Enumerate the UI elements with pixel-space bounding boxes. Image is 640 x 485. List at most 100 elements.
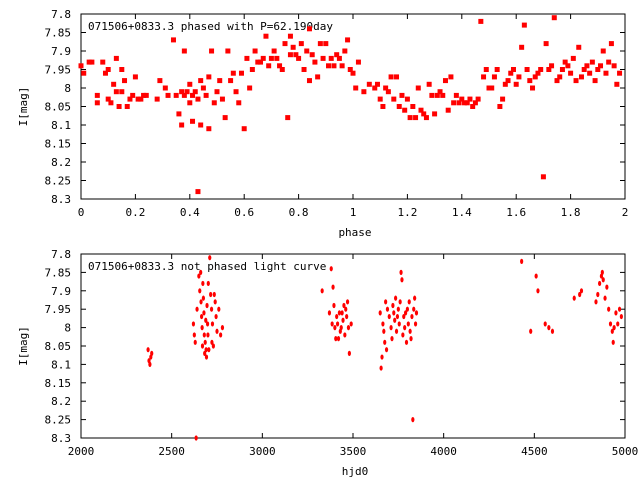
data-point xyxy=(334,336,338,342)
data-point xyxy=(382,328,386,334)
data-point xyxy=(331,63,337,69)
data-point xyxy=(502,81,508,87)
data-point xyxy=(409,336,413,342)
data-point xyxy=(204,317,208,323)
data-point xyxy=(317,41,323,47)
data-point xyxy=(143,92,149,98)
data-point xyxy=(326,63,332,69)
data-point xyxy=(260,55,266,61)
data-point xyxy=(179,122,185,128)
y-tick-label: 8.2 xyxy=(51,156,71,169)
data-point xyxy=(165,92,171,98)
data-point xyxy=(500,96,506,102)
data-point xyxy=(138,96,144,102)
chart-title: 071506+0833.3 not phased light curve xyxy=(88,260,326,273)
data-point xyxy=(337,310,341,316)
y-tick-label: 7.8 xyxy=(51,8,71,21)
data-point xyxy=(203,92,209,98)
data-point xyxy=(395,313,400,320)
data-point xyxy=(434,92,440,98)
data-point xyxy=(122,78,128,84)
data-point xyxy=(212,291,216,298)
y-tick-label: 7.95 xyxy=(45,64,72,77)
data-point xyxy=(393,317,397,323)
data-point xyxy=(333,325,337,331)
data-point xyxy=(296,55,302,61)
data-point xyxy=(565,63,571,69)
data-point xyxy=(384,299,388,305)
data-point xyxy=(202,310,206,316)
data-point xyxy=(383,339,387,345)
data-point xyxy=(426,81,432,87)
chart-title: 071506+0833.3 phased with P=62.190day xyxy=(88,20,333,33)
data-point xyxy=(440,92,446,98)
data-point xyxy=(403,325,407,331)
data-point xyxy=(603,70,609,76)
data-point xyxy=(340,310,344,316)
data-point xyxy=(309,52,315,58)
data-point xyxy=(198,78,204,84)
data-point xyxy=(406,321,410,327)
data-point xyxy=(119,89,125,95)
data-point xyxy=(411,417,415,423)
data-point xyxy=(345,313,349,320)
data-point xyxy=(332,302,336,309)
data-point xyxy=(347,67,353,72)
data-points xyxy=(146,255,623,441)
data-point xyxy=(413,321,418,327)
data-point xyxy=(236,100,242,106)
x-tick-label: 0 xyxy=(78,206,85,219)
plot-frame xyxy=(80,253,626,439)
data-point xyxy=(600,48,606,54)
data-point xyxy=(345,37,351,43)
data-point xyxy=(301,67,307,72)
data-point xyxy=(366,81,372,87)
y-tick-label: 7.8 xyxy=(51,248,71,261)
data-point xyxy=(612,325,616,331)
x-tick-label: 4500 xyxy=(521,445,548,458)
x-tick-label: 0.2 xyxy=(125,206,145,219)
x-tick-label: 3500 xyxy=(340,445,367,458)
x-tick-label: 4000 xyxy=(430,445,457,458)
data-point xyxy=(298,41,304,47)
data-point xyxy=(415,85,421,91)
data-point xyxy=(535,70,541,76)
data-point xyxy=(266,63,272,69)
data-point xyxy=(105,96,111,102)
data-point xyxy=(192,89,198,95)
data-point xyxy=(350,70,356,76)
data-point xyxy=(339,63,345,69)
data-point xyxy=(584,63,590,69)
x-tick-label: 1.4 xyxy=(452,206,472,219)
data-point xyxy=(587,70,593,76)
data-point xyxy=(198,122,204,128)
data-point xyxy=(312,59,318,65)
data-point xyxy=(385,306,390,312)
data-point xyxy=(516,74,522,80)
data-point xyxy=(258,59,264,65)
data-point xyxy=(462,100,468,106)
data-point xyxy=(536,288,540,294)
data-point xyxy=(400,277,404,283)
data-point xyxy=(486,85,492,91)
data-point xyxy=(404,96,410,102)
data-point xyxy=(603,295,607,301)
data-point xyxy=(384,347,389,353)
data-point xyxy=(252,48,258,54)
data-point xyxy=(108,100,114,106)
data-point xyxy=(349,321,353,327)
data-point xyxy=(551,15,557,21)
data-point xyxy=(534,273,538,279)
data-point xyxy=(190,118,196,124)
data-point xyxy=(184,89,190,95)
data-point xyxy=(451,100,457,106)
data-point xyxy=(572,295,576,301)
data-point xyxy=(608,41,614,47)
data-point xyxy=(238,70,244,76)
data-point xyxy=(220,325,225,331)
data-point xyxy=(341,317,345,323)
data-point xyxy=(345,299,350,305)
data-point xyxy=(214,89,220,95)
data-point xyxy=(329,266,333,272)
data-point xyxy=(287,33,293,39)
